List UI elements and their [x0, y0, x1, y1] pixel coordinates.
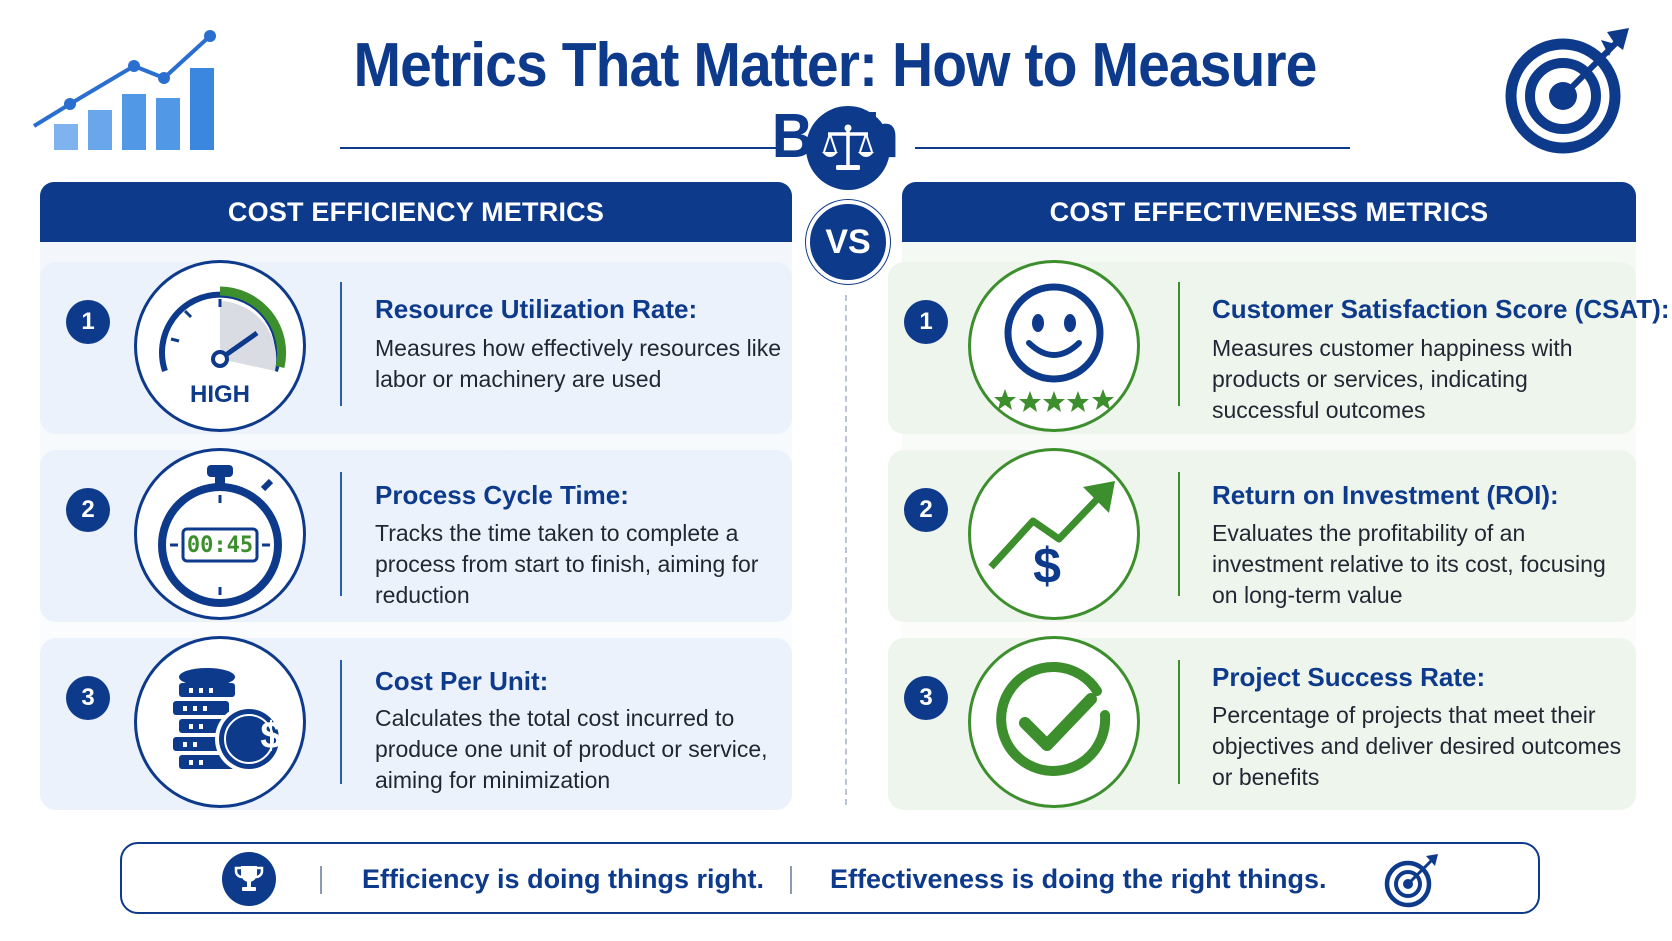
card-divider: [1178, 282, 1180, 406]
coins-icon-badge: $: [134, 636, 306, 808]
roi-icon-badge: $: [968, 448, 1140, 620]
roi-dollar-sign: $: [1033, 538, 1061, 594]
metric-title: Cost Per Unit:: [375, 666, 549, 696]
title-rule-right: [915, 147, 1350, 149]
card-divider: [340, 660, 342, 784]
target-arrow-icon: [1505, 28, 1629, 154]
stopwatch-display: 00:45: [186, 533, 254, 558]
metric-description: Evaluates the profitability of an invest…: [1212, 520, 1606, 608]
coin-dollar-sign: $: [260, 715, 282, 757]
stopwatch-icon-badge: 00:45: [134, 448, 306, 620]
footer-separator: [320, 866, 322, 894]
trophy-icon: [234, 866, 264, 891]
metric-description: Measures customer happiness with product…: [1212, 335, 1573, 423]
metric-number: 2: [904, 488, 948, 532]
card-divider: [340, 282, 342, 406]
target-arrow-icon: [1384, 854, 1438, 908]
coins-dollar-icon: [173, 668, 283, 773]
column-divider: [845, 295, 847, 805]
card-divider: [1178, 472, 1180, 596]
metric-title: Return on Investment (ROI):: [1212, 480, 1559, 510]
footer-efficiency-text: Efficiency is doing things right.: [362, 864, 765, 894]
bar-chart-trend-icon: [32, 30, 216, 150]
vs-badge: VS: [806, 200, 890, 284]
right-column-header: COST EFFECTIVENESS METRICS: [902, 182, 1636, 242]
footer-banner: Efficiency is doing things right. Effect…: [120, 842, 1540, 914]
title-rule-left: [340, 147, 780, 149]
metric-title: Resource Utilization Rate:: [375, 294, 698, 324]
trophy-badge: [222, 852, 276, 906]
gauge-label: HIGH: [190, 381, 250, 408]
metric-description: Percentage of projects that meet their o…: [1212, 702, 1622, 790]
balance-scale-icon: [822, 124, 874, 170]
metric-number: 1: [904, 300, 948, 344]
metric-title: Project Success Rate:: [1212, 662, 1486, 692]
footer-effectiveness-text: Effectiveness is doing the right things.: [830, 864, 1327, 894]
balance-badge: [806, 106, 890, 190]
stopwatch-icon: [158, 465, 282, 607]
gauge-icon: [159, 286, 287, 372]
card-divider: [340, 472, 342, 596]
metric-title: Customer Satisfaction Score (CSAT):: [1212, 294, 1670, 324]
left-column-header: COST EFFICIENCY METRICS: [40, 182, 792, 242]
metric-number: 1: [66, 300, 110, 344]
metric-number: 2: [66, 488, 110, 532]
metric-description: Tracks the time taken to complete a proc…: [375, 520, 759, 608]
metric-description: Calculates the total cost incurred to pr…: [375, 705, 768, 793]
smiley-stars-icon: [994, 283, 1114, 412]
metric-number: 3: [904, 676, 948, 720]
checkmark-icon: [996, 661, 1111, 776]
metric-title: Process Cycle Time:: [375, 480, 629, 510]
footer-separator: [790, 866, 792, 894]
metric-number: 3: [66, 676, 110, 720]
check-icon-badge: [968, 636, 1140, 808]
dollar-growth-arrow-icon: [988, 481, 1115, 570]
card-divider: [1178, 660, 1180, 784]
gauge-icon-badge: HIGH: [134, 260, 306, 432]
metric-description: Measures how effectively resources like …: [375, 335, 782, 392]
smiley-icon-badge: [968, 260, 1140, 432]
